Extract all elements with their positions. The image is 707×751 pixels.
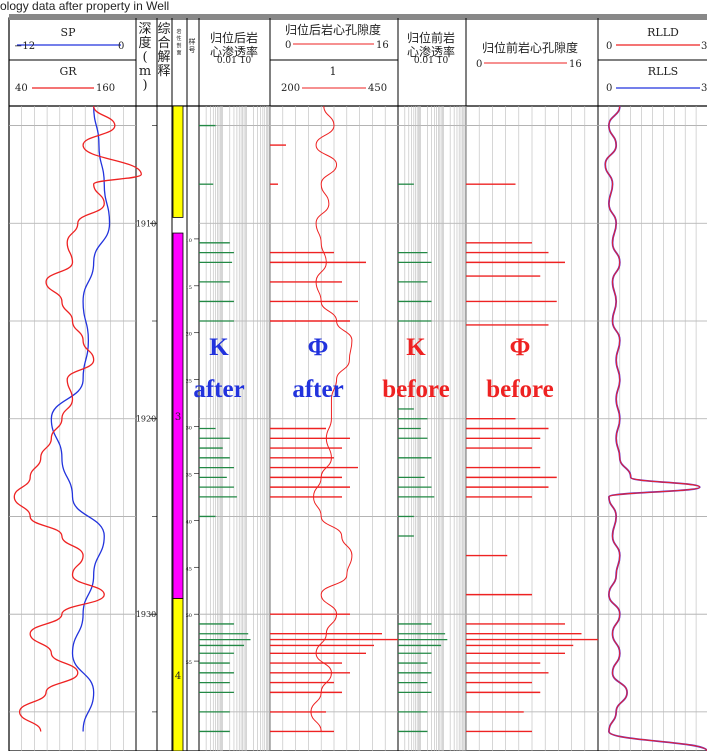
annotation-word: after <box>193 376 244 403</box>
interpretation-zone <box>172 105 184 218</box>
sample-tick-label: 55 <box>186 660 192 666</box>
sample-tick-label: 20 <box>186 332 192 338</box>
figure-caption: ology data after property in Well <box>0 0 170 13</box>
zone-label: 4 <box>175 671 181 682</box>
phi-after-header: 归位后岩心孔隙度 <box>285 22 381 37</box>
sp-curve <box>50 105 111 732</box>
sp-max: 0 <box>118 41 124 52</box>
annotation-word: before <box>382 376 450 403</box>
sample-tick-label: 25 <box>186 379 192 385</box>
k-after-header: 归位后岩心渗透率 <box>210 30 258 59</box>
lith-header: 岩性剖面 <box>176 28 181 56</box>
phi-after-min: 0 <box>285 40 291 51</box>
rlld-min: 0 <box>606 41 612 52</box>
sp-name: SP <box>61 26 77 39</box>
sample-tick-label: 45 <box>186 566 192 572</box>
gr-max: 160 <box>96 83 115 94</box>
rlls-min: 0 <box>606 83 612 94</box>
depth-header: 深度(m) <box>138 22 151 93</box>
sample-tick-label: 40 <box>186 519 192 525</box>
phi-before-max: 16 <box>569 59 582 70</box>
annotation-letter: Φ <box>510 334 531 361</box>
sample-tick-label: 10 <box>186 238 192 244</box>
rlls-name: RLLS <box>648 65 678 78</box>
annotation-letter: K <box>406 334 426 361</box>
ac-curve <box>310 105 353 732</box>
annotation-letter: Φ <box>308 334 329 361</box>
rlld-name: RLLD <box>647 26 679 39</box>
annotation-letter: K <box>209 334 229 361</box>
gr-curve <box>13 105 142 732</box>
interp-header: 综合解释 <box>157 22 170 79</box>
sp-min: −12 <box>14 41 35 52</box>
sample-tick-label: 30 <box>186 426 192 432</box>
annotation-word: before <box>486 376 554 403</box>
gr-min: 40 <box>15 83 28 94</box>
rlls-max: 30 <box>701 83 707 94</box>
sample-tick-label: 50 <box>186 613 192 619</box>
rlld-max: 30 <box>701 41 707 52</box>
annotation-word: after <box>292 376 343 403</box>
top-bar <box>9 14 707 20</box>
sample-tick-label: 35 <box>186 472 192 478</box>
phi-before-min: 0 <box>476 59 482 70</box>
interpretation-zone <box>172 598 184 751</box>
k-after-scale: 0.01 10 <box>217 56 252 66</box>
zone-label: 3 <box>175 412 181 423</box>
ac-name: 1 <box>330 65 337 78</box>
phi-after-max: 16 <box>376 40 389 51</box>
k-before-header: 归位前岩心渗透率 <box>407 30 455 59</box>
rlld-curve <box>604 105 707 751</box>
depth-label: 1920 <box>136 415 156 424</box>
depth-label: 1930 <box>136 610 156 619</box>
depth-label: 1910 <box>136 219 156 228</box>
gr-name: GR <box>59 65 77 78</box>
sample-tick-label: 15 <box>186 285 192 291</box>
ac-max: 450 <box>368 83 387 94</box>
phi-before-header: 归位前岩心孔隙度 <box>482 40 578 55</box>
k-before-scale: 0.01 10 <box>414 56 449 66</box>
ac-min: 200 <box>281 83 300 94</box>
sample-header: 样号 <box>189 37 196 54</box>
